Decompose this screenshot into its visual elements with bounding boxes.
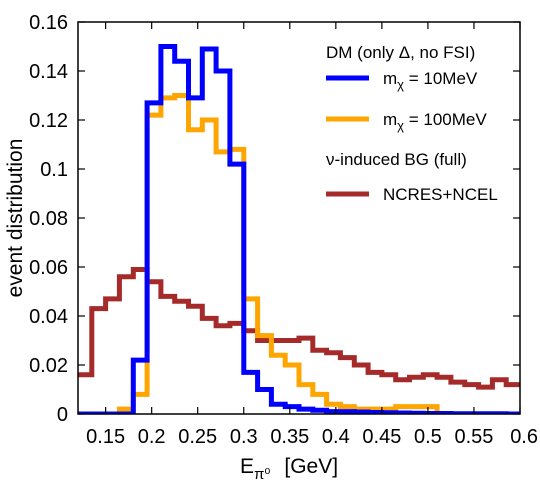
y-tick-label: 0.14 xyxy=(29,61,68,83)
y-tick-label: 0.04 xyxy=(29,306,68,328)
x-tick-label: 0.15 xyxy=(86,426,125,448)
y-tick-label: 0 xyxy=(57,404,68,426)
legend-group2-title: ν-induced BG (full) xyxy=(326,150,467,169)
x-axis-label: Eπ⁰ [GeV] xyxy=(240,455,338,480)
x-tick-label: 0.4 xyxy=(322,426,350,448)
y-tick-label: 0.16 xyxy=(29,12,68,34)
y-tick-label: 0.1 xyxy=(40,159,68,181)
y-tick-label: 0.08 xyxy=(29,208,68,230)
x-tick-label: 0.2 xyxy=(138,426,166,448)
y-tick-label: 0.06 xyxy=(29,257,68,279)
y-tick-label: 0.12 xyxy=(29,110,68,132)
legend-group1-title: DM (only Δ, no FSI) xyxy=(326,43,475,62)
x-tick-label: 0.25 xyxy=(178,426,217,448)
y-axis-label: event distribution xyxy=(4,139,27,298)
x-tick-label: 0.5 xyxy=(414,426,442,448)
legend-label-100mev: mχ = 100MeV xyxy=(383,110,487,133)
y-tick-label: 0.02 xyxy=(29,355,68,377)
x-tick-label: 0.55 xyxy=(454,426,493,448)
legend-label-10mev: mχ = 10MeV xyxy=(383,69,478,92)
x-axis-label-unit: [GeV] xyxy=(284,455,338,478)
legend: DM (only Δ, no FSI) mχ = 10MeV mχ = 100M… xyxy=(326,43,498,204)
x-tick-label: 0.35 xyxy=(270,426,309,448)
series-line-0 xyxy=(78,44,520,414)
x-tick-label: 0.45 xyxy=(362,426,401,448)
series-line-1 xyxy=(78,93,520,414)
x-tick-label: 0.6 xyxy=(510,426,538,448)
x-axis-label-main: E xyxy=(240,455,254,478)
x-axis-label-sub: π⁰ xyxy=(254,466,270,480)
plot-frame xyxy=(77,21,521,415)
series-layer xyxy=(78,44,520,414)
ticks-layer: 0.15 0.2 0.25 0.3 0.35 0.4 0.45 0.5 0.55 0.6 0 0.02… xyxy=(29,12,538,448)
legend-label-ncres-ncel: NCRES+NCEL xyxy=(383,185,498,204)
x-tick-label: 0.3 xyxy=(230,426,258,448)
